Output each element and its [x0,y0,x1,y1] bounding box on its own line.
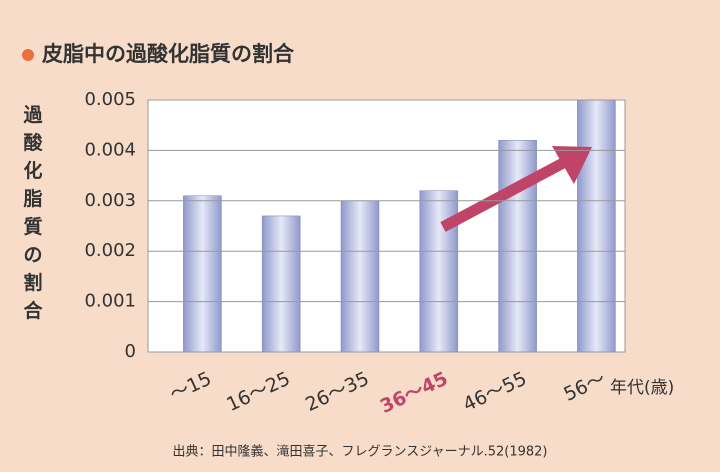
y-tick-label: 0.003 [84,190,136,211]
chart-title: 皮脂中の過酸化脂質の割合 [42,42,295,66]
bar [261,215,301,353]
x-axis-label: 年代(歳) [610,378,674,398]
arrow-shaft [440,157,568,232]
x-tick-label: 26〜35 [302,368,372,416]
bar [419,190,459,353]
title-bullet [22,49,34,61]
y-tick-label: 0.001 [84,291,136,312]
x-tick-label: 〜15 [166,368,214,406]
bar [183,195,222,353]
trend-arrow [440,146,592,232]
x-tick-label: 36〜45 [377,368,451,418]
bar [340,200,380,353]
y-tick-label: 0.002 [84,240,136,261]
x-tick-label: 46〜55 [460,368,530,416]
y-tick-label: 0 [125,341,136,362]
x-tick-label: 56〜 [560,368,608,406]
y-tick-label: 0.004 [84,139,136,160]
y-axis-label: 過酸化脂質の割合 [23,104,43,322]
y-tick-label: 0.005 [84,89,136,110]
plot-area [147,99,626,353]
x-tick-label: 16〜25 [223,368,293,416]
source: 出典：田中隆義、滝田喜子、フレグランスジャーナル.52(1982) [173,444,548,460]
bar [498,140,537,353]
arrow-head [552,146,592,184]
bar [577,99,616,353]
